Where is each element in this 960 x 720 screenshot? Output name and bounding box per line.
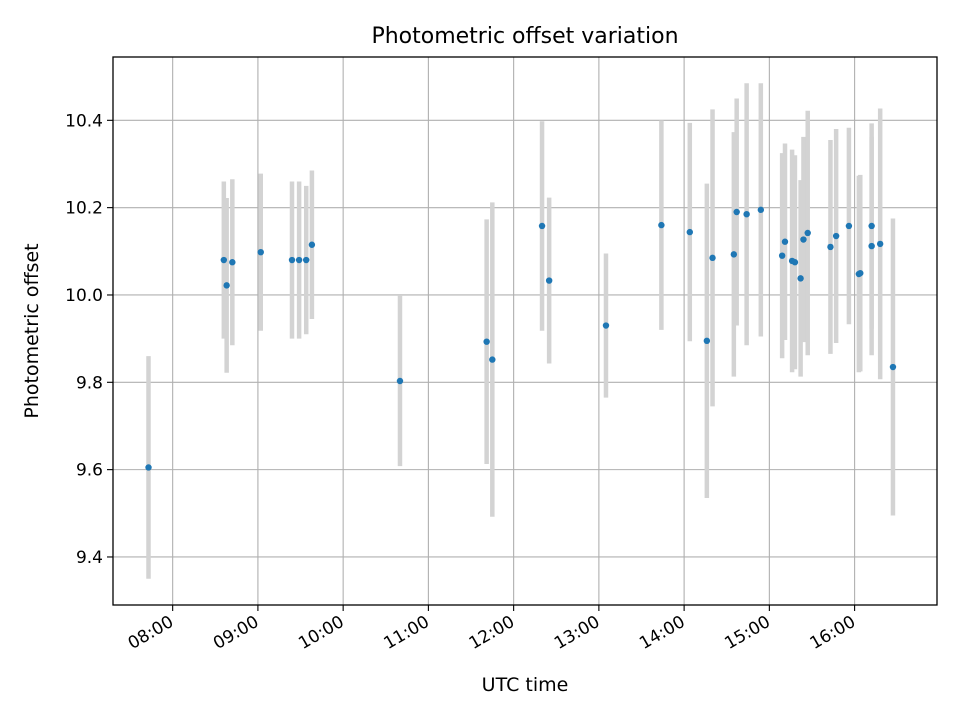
data-point — [545, 277, 553, 284]
data-point — [703, 337, 711, 345]
data-point — [295, 256, 303, 264]
data-point — [288, 256, 296, 264]
data-point — [832, 232, 840, 240]
data-point — [868, 222, 875, 230]
y-tick-label: 9.8 — [76, 373, 103, 393]
y-axis: 9.4 9.6 9.8 10.0 10.2 10.4 — [65, 111, 113, 568]
data-point — [220, 256, 228, 264]
data-point — [797, 275, 804, 282]
data-point — [827, 243, 834, 251]
data-point — [483, 338, 490, 345]
data-point — [778, 252, 786, 259]
y-tick-label: 10.4 — [65, 111, 103, 131]
x-axis-label: UTC time — [482, 674, 569, 696]
data-point — [845, 222, 853, 230]
plot-frame — [112, 56, 938, 606]
y-tick-label: 9.6 — [76, 461, 103, 481]
data-points — [145, 206, 897, 471]
y-tick-label: 9.4 — [76, 548, 103, 568]
data-point — [229, 259, 236, 266]
data-point — [889, 363, 897, 371]
y-axis-label: Photometric offset — [21, 243, 43, 418]
data-point — [686, 228, 693, 236]
data-point — [743, 210, 750, 218]
data-point — [709, 254, 716, 262]
data-point — [308, 241, 316, 248]
data-point — [489, 356, 496, 363]
data-point — [733, 208, 740, 216]
data-point — [303, 256, 310, 264]
chart-title: Photometric offset variation — [371, 24, 678, 49]
data-point — [781, 238, 789, 245]
data-point — [876, 240, 884, 248]
data-point — [257, 248, 264, 256]
data-point — [658, 221, 665, 229]
data-point — [857, 269, 864, 277]
data-point — [804, 229, 811, 237]
y-tick-label: 10.2 — [65, 199, 103, 219]
data-point — [602, 322, 610, 329]
data-point — [396, 377, 404, 385]
data-point — [730, 251, 738, 258]
data-point — [223, 282, 230, 289]
data-point — [800, 236, 807, 243]
y-tick-label: 10.0 — [65, 286, 103, 306]
data-point — [868, 242, 875, 250]
data-point — [757, 206, 765, 214]
data-point — [145, 464, 152, 471]
data-point — [538, 222, 546, 230]
data-point — [791, 259, 799, 266]
